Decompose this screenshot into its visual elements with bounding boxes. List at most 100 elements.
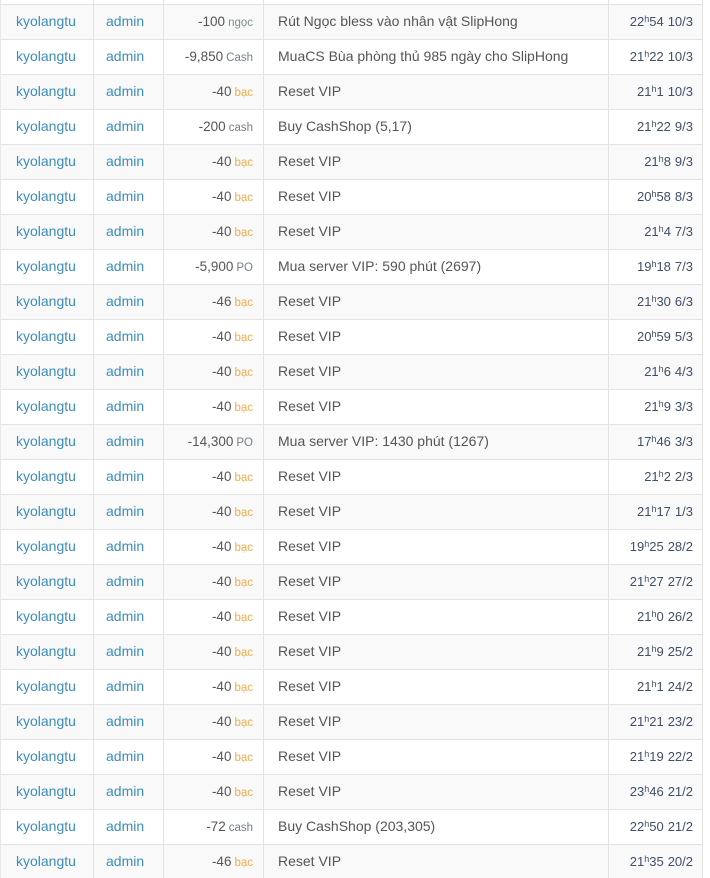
timestamp-hour-separator: h bbox=[644, 48, 650, 59]
table-row: kyolangtu admin -40 bạc Reset VIP 21h21 23… bbox=[0, 703, 703, 739]
admin-link[interactable]: admin bbox=[106, 607, 145, 624]
timestamp-minute: 2 bbox=[663, 468, 671, 484]
username-link[interactable]: kyolangtu bbox=[16, 572, 76, 589]
admin-link[interactable]: admin bbox=[106, 397, 145, 414]
admin-link[interactable]: admin bbox=[106, 257, 145, 274]
timestamp-hour-separator: h bbox=[651, 643, 657, 654]
table-row: kyolangtu admin -40 bạc Reset VIP 21h17 1/… bbox=[0, 493, 703, 529]
admin-link[interactable]: admin bbox=[106, 222, 145, 239]
admin-link[interactable]: admin bbox=[106, 572, 145, 589]
timestamp-minute: 9 bbox=[663, 398, 671, 414]
timestamp: 19h18 7/3 bbox=[637, 259, 693, 274]
timestamp-date: 5/3 bbox=[674, 328, 693, 344]
timestamp-minute: 18 bbox=[656, 258, 671, 274]
username-link[interactable]: kyolangtu bbox=[16, 117, 76, 134]
timestamp-hour: 21 bbox=[629, 748, 645, 764]
timestamp: 21h9 3/3 bbox=[644, 399, 693, 414]
timestamp: 21h8 9/3 bbox=[644, 154, 693, 169]
admin-link[interactable]: admin bbox=[106, 12, 145, 29]
admin-link[interactable]: admin bbox=[106, 677, 145, 694]
timestamp-hour: 21 bbox=[629, 713, 645, 729]
admin-link[interactable]: admin bbox=[106, 47, 145, 64]
admin-link[interactable]: admin bbox=[106, 817, 145, 834]
username-link[interactable]: kyolangtu bbox=[16, 327, 76, 344]
admin-link[interactable]: admin bbox=[106, 712, 145, 729]
timestamp-minute: 19 bbox=[649, 748, 664, 764]
username-link[interactable]: kyolangtu bbox=[16, 362, 76, 379]
username-link[interactable]: kyolangtu bbox=[16, 222, 76, 239]
timestamp-date: 21/2 bbox=[667, 783, 693, 799]
timestamp-hour-separator: h bbox=[644, 573, 650, 584]
timestamp-hour: 21 bbox=[636, 293, 652, 309]
table-row: kyolangtu admin -40 bạc Reset VIP 21h2 2/3 bbox=[0, 458, 703, 494]
username-link[interactable]: kyolangtu bbox=[16, 782, 76, 799]
username-link[interactable]: kyolangtu bbox=[16, 677, 76, 694]
timestamp-date: 24/2 bbox=[667, 678, 693, 694]
timestamp: 20h59 5/3 bbox=[637, 329, 693, 344]
admin-link[interactable]: admin bbox=[106, 187, 145, 204]
admin-link[interactable]: admin bbox=[106, 327, 145, 344]
username-link[interactable]: kyolangtu bbox=[16, 502, 76, 519]
admin-link[interactable]: admin bbox=[106, 82, 145, 99]
username-link[interactable]: kyolangtu bbox=[16, 187, 76, 204]
timestamp-hour-separator: h bbox=[644, 748, 650, 759]
timestamp-hour-separator: h bbox=[651, 118, 657, 129]
description-text: Buy CashShop (5,17) bbox=[278, 117, 412, 134]
timestamp: 23h46 21/2 bbox=[630, 784, 693, 799]
username-link[interactable]: kyolangtu bbox=[16, 292, 76, 309]
admin-link[interactable]: admin bbox=[106, 362, 145, 379]
timestamp: 21h0 26/2 bbox=[637, 609, 693, 624]
timestamp-minute: 4 bbox=[663, 223, 671, 239]
timestamp-hour-separator: h bbox=[651, 188, 657, 199]
timestamp-hour-separator: h bbox=[651, 433, 657, 444]
admin-link[interactable]: admin bbox=[106, 502, 145, 519]
timestamp: 20h58 8/3 bbox=[637, 189, 693, 204]
username-link[interactable]: kyolangtu bbox=[16, 642, 76, 659]
username-link[interactable]: kyolangtu bbox=[16, 257, 76, 274]
amount-value: -9,850 bbox=[184, 48, 224, 64]
amount-unit: bạc bbox=[234, 191, 253, 204]
description-text: Reset VIP bbox=[278, 502, 342, 519]
username-link[interactable]: kyolangtu bbox=[16, 712, 76, 729]
timestamp-date: 27/2 bbox=[667, 573, 693, 589]
timestamp-hour: 21 bbox=[636, 118, 652, 134]
admin-link[interactable]: admin bbox=[106, 642, 145, 659]
username-link[interactable]: kyolangtu bbox=[16, 432, 76, 449]
table-row: kyolangtu admin -40 bạc Reset VIP 21h8 9/3 bbox=[0, 143, 703, 179]
admin-link[interactable]: admin bbox=[106, 152, 145, 169]
amount-unit: bạc bbox=[234, 506, 253, 519]
admin-link[interactable]: admin bbox=[106, 747, 145, 764]
timestamp-date: 9/3 bbox=[674, 118, 693, 134]
username-link[interactable]: kyolangtu bbox=[16, 467, 76, 484]
admin-link[interactable]: admin bbox=[106, 467, 145, 484]
admin-link[interactable]: admin bbox=[106, 117, 145, 134]
admin-link[interactable]: admin bbox=[106, 852, 145, 869]
username-link[interactable]: kyolangtu bbox=[16, 152, 76, 169]
timestamp-hour: 22 bbox=[629, 818, 645, 834]
table-row: kyolangtu admin -5,900 PO Mua server VIP:… bbox=[0, 248, 703, 284]
admin-link[interactable]: admin bbox=[106, 537, 145, 554]
amount-unit: bạc bbox=[234, 471, 253, 484]
timestamp: 21h4 7/3 bbox=[644, 224, 693, 239]
timestamp: 22h50 21/2 bbox=[630, 819, 693, 834]
timestamp-hour-separator: h bbox=[658, 398, 664, 409]
timestamp-minute: 25 bbox=[649, 538, 664, 554]
amount-value: -40 bbox=[211, 503, 232, 519]
username-link[interactable]: kyolangtu bbox=[16, 817, 76, 834]
username-link[interactable]: kyolangtu bbox=[16, 852, 76, 869]
username-link[interactable]: kyolangtu bbox=[16, 607, 76, 624]
admin-link[interactable]: admin bbox=[106, 292, 145, 309]
username-link[interactable]: kyolangtu bbox=[16, 397, 76, 414]
timestamp-hour-separator: h bbox=[644, 713, 650, 724]
admin-link[interactable]: admin bbox=[106, 432, 145, 449]
admin-link[interactable]: admin bbox=[106, 782, 145, 799]
description-text: Mua server VIP: 590 phút (2697) bbox=[278, 257, 482, 274]
username-link[interactable]: kyolangtu bbox=[16, 537, 76, 554]
timestamp-hour: 19 bbox=[629, 538, 645, 554]
username-link[interactable]: kyolangtu bbox=[16, 747, 76, 764]
timestamp-minute: 22 bbox=[649, 48, 664, 64]
username-link[interactable]: kyolangtu bbox=[16, 47, 76, 64]
username-link[interactable]: kyolangtu bbox=[16, 12, 76, 29]
username-link[interactable]: kyolangtu bbox=[16, 82, 76, 99]
amount-value: -40 bbox=[211, 573, 232, 589]
